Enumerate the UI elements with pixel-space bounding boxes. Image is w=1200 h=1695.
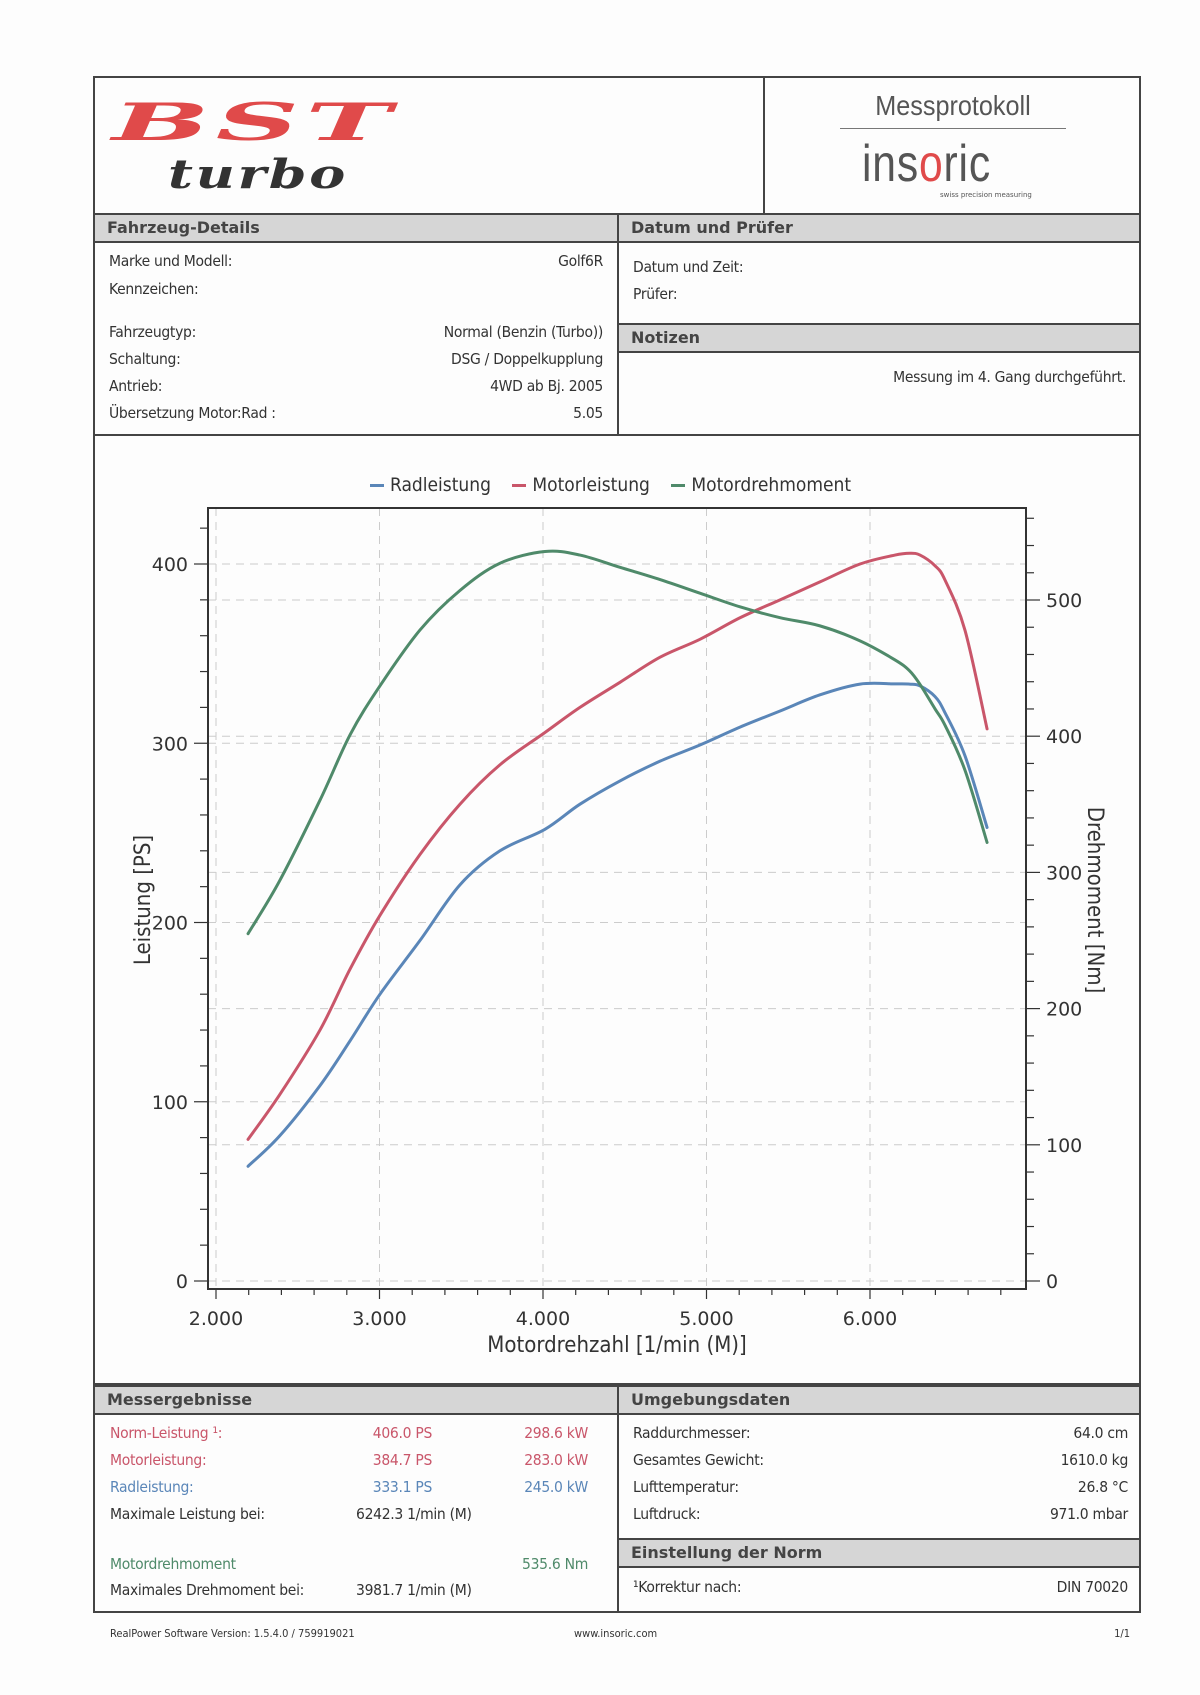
row-value: 64.0 cm bbox=[1073, 1424, 1128, 1442]
brand-tagline: swiss precision measuring bbox=[940, 191, 1032, 199]
result-label: Motorleistung: bbox=[110, 1451, 207, 1469]
bst-logo-sub: turbo bbox=[168, 151, 348, 198]
brand-suffix: ric bbox=[943, 135, 991, 193]
x-tick-label: 4.000 bbox=[516, 1308, 570, 1330]
row-value: 4WD ab Bj. 2005 bbox=[490, 377, 603, 395]
y-axis-title: Leistung [PS] bbox=[131, 835, 156, 965]
footer-page: 1/1 bbox=[1114, 1627, 1130, 1640]
result-label: Norm-Leistung ¹: bbox=[110, 1424, 223, 1442]
row-value: 26.8 °C bbox=[1077, 1478, 1128, 1496]
brand-o-icon: o bbox=[918, 135, 944, 193]
norm-value: DIN 70020 bbox=[1056, 1578, 1129, 1596]
x-tick-label: 3.000 bbox=[352, 1308, 406, 1330]
norm-section-title: Einstellung der Norm bbox=[619, 1538, 1139, 1568]
brand-prefix: ins bbox=[862, 135, 919, 193]
row-value: DSG / Doppelkupplung bbox=[451, 350, 603, 368]
result-kw: 298.6 kW bbox=[524, 1424, 588, 1442]
legend-label: Motorleistung bbox=[532, 474, 650, 496]
legend-swatch-green bbox=[671, 484, 686, 487]
header-divider bbox=[763, 76, 765, 214]
result-ps: 333.1 PS bbox=[372, 1478, 433, 1496]
x-axis-title: Motordrehzahl [1/min (M)] bbox=[487, 1333, 746, 1358]
row-label: Lufttemperatur: bbox=[633, 1478, 739, 1496]
y-tick-label: 200 bbox=[152, 913, 188, 935]
dyno-chart: 0 100 200 300 400 0 100 200 300 400 500 2.000 3.000 4… bbox=[131, 507, 1107, 1358]
vehicle-divider bbox=[617, 213, 619, 436]
row-label: Antrieb: bbox=[109, 377, 163, 395]
row-label: Luftdruck: bbox=[633, 1505, 701, 1523]
y2-tick-label: 100 bbox=[1046, 1135, 1082, 1157]
notes-section-title: Notizen bbox=[619, 323, 1139, 353]
row-value: Golf6R bbox=[558, 252, 603, 270]
x-tick-label: 2.000 bbox=[189, 1308, 243, 1330]
legend-item-motorleistung: Motorleistung bbox=[512, 474, 650, 496]
max-torque-value: 3981.7 1/min (M) bbox=[356, 1581, 472, 1599]
y2-tick-label: 400 bbox=[1046, 726, 1082, 748]
legend-swatch-blue bbox=[370, 484, 384, 487]
row-label: Schaltung: bbox=[109, 350, 181, 368]
y-tick-label: 300 bbox=[152, 733, 188, 755]
row-label: Fahrzeugtyp: bbox=[109, 323, 196, 341]
doc-title: Messprotokoll bbox=[875, 90, 1031, 121]
legend-item-motordrehmoment: Motordrehmoment bbox=[671, 474, 851, 496]
y-tick-label: 100 bbox=[152, 1092, 188, 1114]
row-label: Kennzeichen: bbox=[109, 280, 199, 298]
plot-frame bbox=[207, 507, 1027, 1290]
notes-text: Messung im 4. Gang durchgeführt. bbox=[893, 368, 1126, 386]
y2-tick-label: 500 bbox=[1046, 590, 1082, 612]
x-tick-label: 5.000 bbox=[679, 1308, 733, 1330]
result-kw: 245.0 kW bbox=[524, 1478, 588, 1496]
row-label: Datum und Zeit: bbox=[633, 258, 744, 276]
row-value: 1610.0 kg bbox=[1060, 1451, 1129, 1469]
vehicle-section-title: Fahrzeug-Details bbox=[95, 213, 619, 243]
chart-legend: Radleistung Motorleistung Motordrehmomen… bbox=[370, 474, 867, 496]
row-label: Prüfer: bbox=[633, 285, 678, 303]
legend-label: Motordrehmoment bbox=[691, 474, 852, 496]
y2-tick-label: 200 bbox=[1046, 999, 1082, 1021]
results-divider bbox=[617, 1385, 619, 1613]
max-torque-label: Maximales Drehmoment bei: bbox=[110, 1581, 305, 1599]
max-power-label: Maximale Leistung bei: bbox=[110, 1505, 265, 1523]
legend-item-radleistung: Radleistung bbox=[370, 474, 491, 496]
result-label: Radleistung: bbox=[110, 1478, 194, 1496]
series-line-motorleistung bbox=[246, 551, 989, 1141]
series-line-motordrehmoment bbox=[246, 549, 989, 936]
result-kw: 283.0 kW bbox=[524, 1451, 588, 1469]
footer-software: RealPower Software Version: 1.5.4.0 / 75… bbox=[110, 1627, 355, 1640]
result-ps: 406.0 PS bbox=[372, 1424, 433, 1442]
norm-label: ¹Korrektur nach: bbox=[633, 1578, 742, 1596]
row-value: 971.0 mbar bbox=[1049, 1505, 1128, 1523]
bst-logo: BST bbox=[112, 90, 398, 153]
legend-label: Radleistung bbox=[390, 474, 491, 496]
y2-axis-title: Drehmoment [Nm] bbox=[1082, 807, 1107, 994]
torque-label: Motordrehmoment bbox=[110, 1555, 236, 1573]
y-tick-label: 0 bbox=[176, 1271, 188, 1293]
chart-top-divider bbox=[95, 434, 1139, 436]
row-value: 5.05 bbox=[573, 404, 603, 422]
row-label: Marke und Modell: bbox=[109, 252, 233, 270]
footer-website[interactable]: www.insoric.com bbox=[574, 1627, 658, 1640]
insoric-logo: insoric bbox=[862, 136, 991, 192]
result-ps: 384.7 PS bbox=[372, 1451, 433, 1469]
results-section-title: Messergebnisse bbox=[95, 1385, 619, 1415]
max-power-value: 6242.3 1/min (M) bbox=[356, 1505, 472, 1523]
y2-tick-label: 300 bbox=[1046, 862, 1082, 884]
legend-swatch-red bbox=[512, 484, 527, 487]
title-underline bbox=[840, 128, 1066, 129]
y2-tick-label: 0 bbox=[1046, 1271, 1058, 1293]
row-value: Normal (Benzin (Turbo)) bbox=[443, 323, 604, 341]
torque-value: 535.6 Nm bbox=[522, 1555, 588, 1573]
x-tick-label: 6.000 bbox=[843, 1308, 897, 1330]
chart-bottom-divider bbox=[95, 1383, 1139, 1385]
row-label: Raddurchmesser: bbox=[633, 1424, 751, 1442]
y-tick-label: 400 bbox=[152, 554, 188, 576]
series-line-radleistung bbox=[246, 681, 989, 1168]
row-label: Übersetzung Motor:Rad : bbox=[109, 404, 276, 422]
environment-section-title: Umgebungsdaten bbox=[619, 1385, 1139, 1415]
row-label: Gesamtes Gewicht: bbox=[633, 1451, 764, 1469]
date-section-title: Datum und Prüfer bbox=[619, 213, 1139, 243]
